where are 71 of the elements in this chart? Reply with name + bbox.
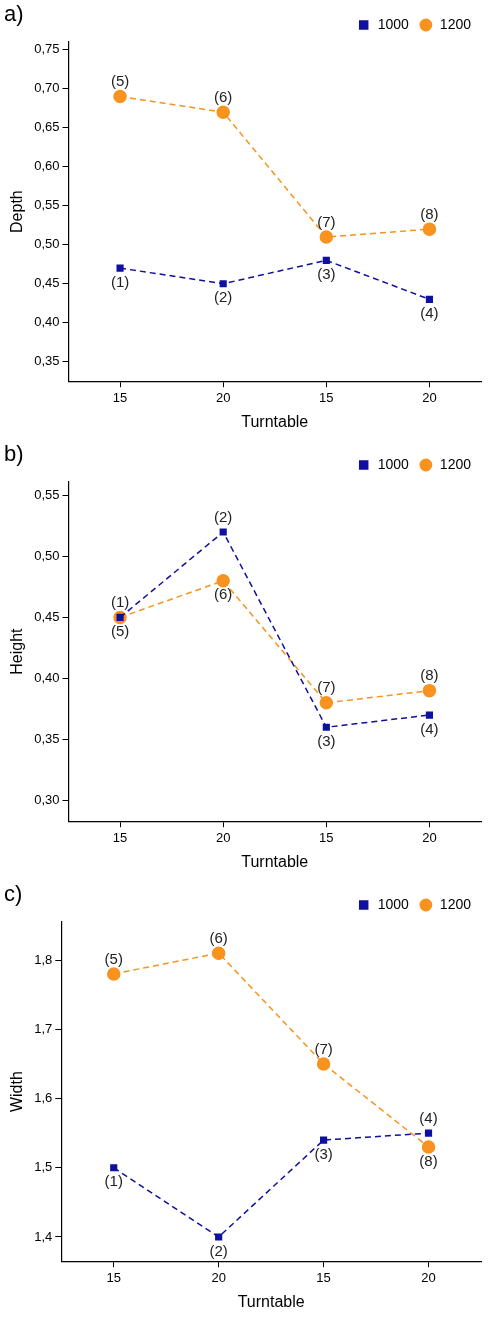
annotation: (3) — [314, 1144, 333, 1162]
annotation: (5) — [110, 72, 130, 90]
y-axis-title: Depth — [8, 190, 26, 233]
y-tick-label: 1,5 — [34, 1159, 53, 1175]
annotation: (4) — [419, 1108, 438, 1126]
y-tick-label: 0,35 — [34, 353, 60, 369]
legend-label: 1000 — [377, 895, 410, 912]
y-tick-label: 1,7 — [34, 1020, 53, 1036]
x-axis-title: Turntable — [241, 412, 309, 430]
annotation: (5) — [110, 622, 130, 640]
annotation: (1) — [110, 272, 130, 290]
y-tick-label: 0,50 — [34, 236, 60, 252]
y-tick-label: 1,8 — [34, 951, 53, 967]
annotation: (8) — [420, 204, 439, 222]
x-tick-label: 20 — [421, 1269, 436, 1285]
x-tick-label: 15 — [112, 389, 128, 405]
annotation: (8) — [420, 666, 439, 684]
annotation: (7) — [317, 212, 336, 230]
legend-label: 1200 — [439, 455, 472, 472]
annotation: (8) — [419, 1151, 438, 1169]
annotation: (3) — [317, 731, 336, 749]
y-tick-label: 1,6 — [34, 1090, 53, 1106]
x-tick-label: 15 — [316, 1269, 331, 1285]
y-tick-label: 0,75 — [34, 41, 60, 57]
legend-label: 1000 — [377, 455, 410, 472]
annotation: (3) — [317, 264, 336, 282]
annotation: (2) — [214, 507, 233, 525]
x-tick-label: 15 — [319, 829, 334, 845]
x-tick-label: 15 — [106, 1269, 121, 1285]
annotation: (6) — [214, 87, 233, 105]
x-tick-label: 20 — [422, 389, 437, 405]
annotation: (6) — [209, 928, 228, 946]
annotation: (4) — [420, 303, 439, 321]
y-tick-label: 1,4 — [34, 1228, 53, 1244]
x-axis-title: Turntable — [241, 852, 309, 870]
y-tick-label: 0,55 — [34, 487, 60, 502]
legend-label: 1200 — [439, 15, 472, 32]
y-tick-label: 0,55 — [34, 197, 60, 213]
annotation: (7) — [317, 678, 336, 696]
annotation: (1) — [110, 593, 130, 611]
annotation: (2) — [209, 1241, 228, 1259]
annotation: (5) — [104, 949, 123, 967]
x-tick-label: 20 — [215, 389, 231, 405]
y-tick-label: 0,45 — [34, 609, 60, 625]
legend-label: 1000 — [377, 15, 410, 32]
x-tick-label: 15 — [112, 829, 128, 845]
y-tick-label: 0,45 — [34, 275, 60, 291]
y-tick-label: 0,60 — [34, 158, 60, 174]
x-tick-label: 15 — [319, 389, 334, 405]
annotation: (2) — [214, 288, 233, 306]
y-axis-title: Height — [8, 627, 26, 675]
y-axis-title: Width — [8, 1071, 26, 1113]
y-tick-label: 0,40 — [34, 670, 60, 686]
x-tick-label: 20 — [422, 829, 437, 845]
y-tick-label: 0,50 — [34, 548, 60, 564]
legend-label: 1200 — [439, 895, 472, 912]
annotation: (4) — [420, 719, 439, 737]
chart-title: c) — [4, 881, 23, 907]
annotation: (7) — [314, 1039, 333, 1057]
y-tick-label: 0,30 — [34, 792, 60, 808]
y-tick-label: 0,65 — [34, 119, 60, 135]
annotation: (1) — [104, 1172, 123, 1190]
chart-title: a) — [4, 1, 24, 27]
x-axis-title: Turntable — [237, 1292, 305, 1310]
x-tick-label: 20 — [211, 1269, 226, 1285]
annotation: (6) — [214, 585, 233, 603]
y-tick-label: 0,70 — [34, 80, 60, 96]
chart-title: b) — [4, 441, 24, 467]
x-tick-label: 20 — [215, 829, 231, 845]
y-tick-label: 0,35 — [34, 731, 60, 747]
y-tick-label: 0,40 — [34, 314, 60, 330]
